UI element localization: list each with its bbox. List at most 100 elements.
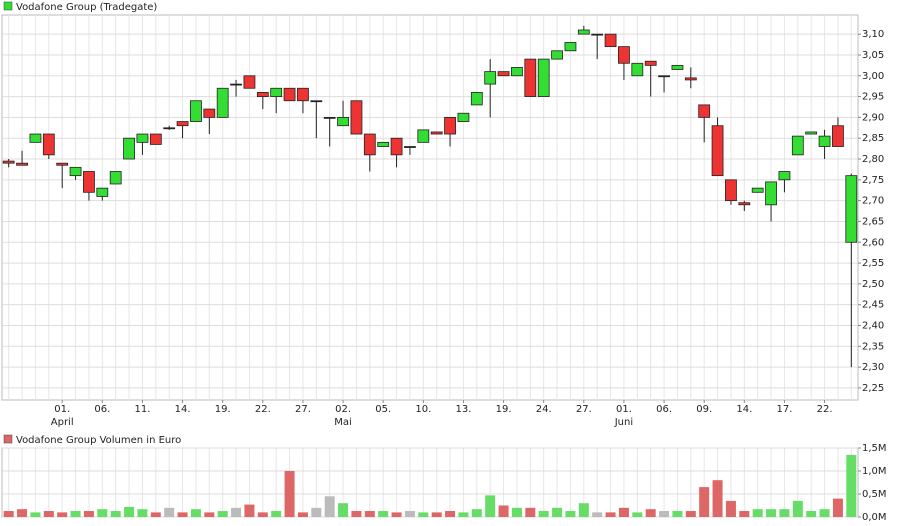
candle-body — [69, 166, 82, 177]
candle-body — [190, 100, 202, 122]
candle-body — [16, 162, 28, 166]
volume-bar — [311, 507, 322, 517]
candle-body — [711, 125, 724, 177]
candle-body — [109, 171, 122, 185]
x-tick-label: 06. — [656, 404, 672, 415]
volume-bar — [525, 507, 536, 517]
candle-body — [671, 64, 684, 70]
legend-swatch — [3, 1, 13, 11]
x-tick-label: 01. — [54, 404, 70, 415]
chart-title: Vodafone Group (Tradegate) — [16, 2, 157, 13]
candle-body — [618, 46, 630, 64]
candle-body — [96, 187, 109, 197]
y-tick-label: 2,75 — [862, 175, 884, 186]
volume-bar — [110, 511, 121, 517]
candle-body — [551, 50, 563, 60]
volume-bar — [832, 498, 843, 517]
candle-body — [363, 133, 376, 156]
candle-body — [497, 71, 510, 77]
candle-body — [163, 127, 176, 130]
volume-bar — [806, 511, 817, 517]
candle-body — [297, 87, 309, 102]
volume-bar — [485, 495, 496, 517]
month-label: April — [51, 417, 74, 428]
candle-body — [83, 171, 95, 193]
candle-body — [631, 62, 644, 77]
y-tick-label: 2,50 — [862, 279, 884, 290]
candle-body — [818, 135, 831, 147]
candle-body — [658, 75, 670, 78]
y-tick-label: 2,45 — [862, 300, 884, 311]
candle-body — [390, 137, 403, 156]
y-tick-label: 3,05 — [862, 50, 884, 61]
x-tick-label: 13. — [455, 404, 471, 415]
volume-bar — [498, 505, 509, 517]
x-tick-label: 19. — [496, 404, 512, 415]
candle-body — [698, 104, 711, 118]
plot-area — [1, 14, 859, 401]
y-tick-label: 2,85 — [862, 133, 884, 144]
candle-body — [591, 33, 604, 36]
candle-body — [832, 125, 844, 147]
candle-body — [444, 116, 456, 135]
month-label: Juni — [614, 417, 633, 428]
candle-body — [29, 133, 42, 143]
x-tick-label: 24. — [536, 404, 552, 415]
x-tick-label: 05. — [375, 404, 391, 415]
volume-bar — [445, 511, 456, 517]
candle-body — [377, 141, 390, 147]
volume-bar — [364, 511, 375, 517]
candle-body — [136, 133, 149, 143]
candle-body — [2, 160, 15, 164]
candle-body — [524, 58, 537, 97]
volume-bar — [204, 512, 215, 517]
volume-bar — [618, 507, 629, 517]
x-tick-label: 10. — [415, 404, 431, 415]
candle-body — [791, 135, 804, 156]
volume-bar — [217, 511, 228, 517]
volume-bar — [819, 509, 830, 517]
volume-bar — [231, 507, 242, 517]
y-tick-label: 3,10 — [862, 29, 884, 40]
volume-bar — [30, 512, 41, 517]
volume-bar — [177, 512, 188, 517]
volume-bar — [458, 512, 469, 517]
y-tick-label: 2,90 — [862, 112, 884, 123]
y-tick-label: 1,0M — [862, 466, 887, 477]
candle-body — [470, 92, 483, 106]
volume-bar — [271, 511, 282, 517]
candle-body — [270, 87, 283, 97]
x-tick-label: 27. — [576, 404, 592, 415]
volume-bar — [70, 511, 81, 517]
candle-body — [765, 181, 777, 206]
candle-body — [604, 33, 617, 48]
candle-body — [484, 71, 497, 85]
volume-bar — [297, 512, 308, 517]
volume-bar — [150, 512, 161, 517]
candle-body — [417, 129, 430, 143]
volume-bar — [552, 507, 563, 517]
candle-body — [404, 146, 416, 148]
volume-bar — [846, 454, 857, 517]
volume-bar — [471, 509, 482, 517]
volume-bar — [632, 512, 643, 517]
volume-bar — [284, 471, 295, 517]
candle-body — [537, 58, 550, 97]
y-tick-label: 0,5M — [862, 489, 887, 500]
y-tick-label: 2,65 — [862, 216, 884, 227]
y-tick-label: 2,35 — [862, 341, 884, 352]
volume-bar — [43, 511, 54, 517]
candle-body — [644, 60, 657, 66]
volume-bar — [659, 511, 670, 517]
x-tick-label: 14. — [175, 404, 191, 415]
x-tick-label: 17. — [776, 404, 792, 415]
volume-bar — [164, 507, 175, 517]
volume-bar — [57, 512, 68, 517]
y-tick-label: 2,25 — [862, 383, 884, 394]
volume-bar — [190, 509, 201, 517]
chart-title: Vodafone Group Volumen in Euro — [16, 435, 181, 446]
y-tick-label: 2,40 — [862, 320, 884, 331]
volume-bar — [3, 511, 14, 517]
candle-body — [778, 171, 791, 181]
